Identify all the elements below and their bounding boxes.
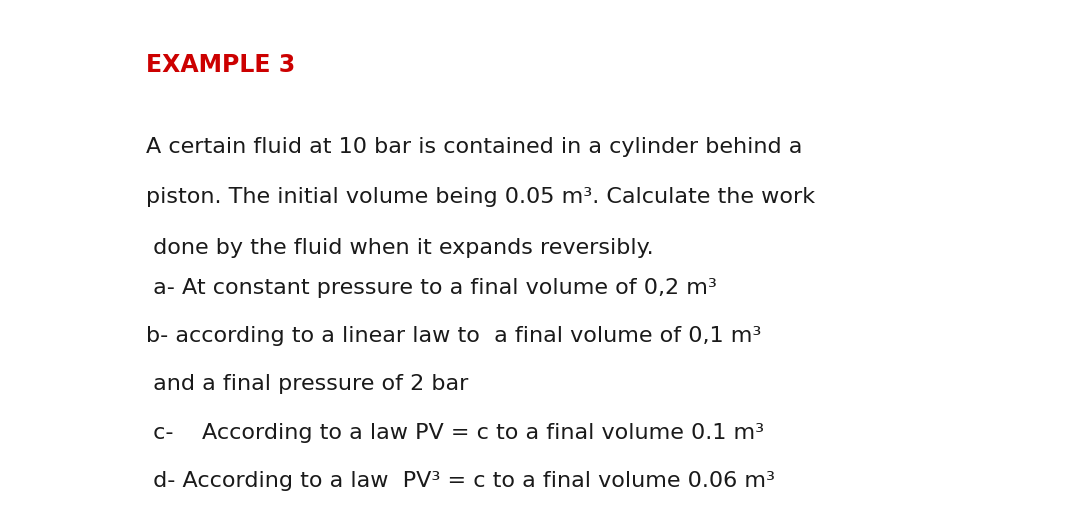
Text: EXAMPLE 3: EXAMPLE 3 [146,53,295,77]
Text: done by the fluid when it expands reversibly.: done by the fluid when it expands revers… [146,237,653,258]
Text: and a final pressure of 2 bar: and a final pressure of 2 bar [146,374,468,394]
Text: c-    According to a law PV = c to a final volume 0.1 m³: c- According to a law PV = c to a final … [146,422,764,442]
Text: b- according to a linear law to  a final volume of 0,1 m³: b- according to a linear law to a final … [146,326,761,346]
Text: a- At constant pressure to a final volume of 0,2 m³: a- At constant pressure to a final volum… [146,278,717,298]
Text: d- According to a law  PV³ = c to a final volume 0.06 m³: d- According to a law PV³ = c to a final… [146,470,774,490]
Text: A certain fluid at 10 bar is contained in a cylinder behind a: A certain fluid at 10 bar is contained i… [146,136,802,157]
Text: piston. The initial volume being 0.05 m³. Calculate the work: piston. The initial volume being 0.05 m³… [146,187,815,207]
